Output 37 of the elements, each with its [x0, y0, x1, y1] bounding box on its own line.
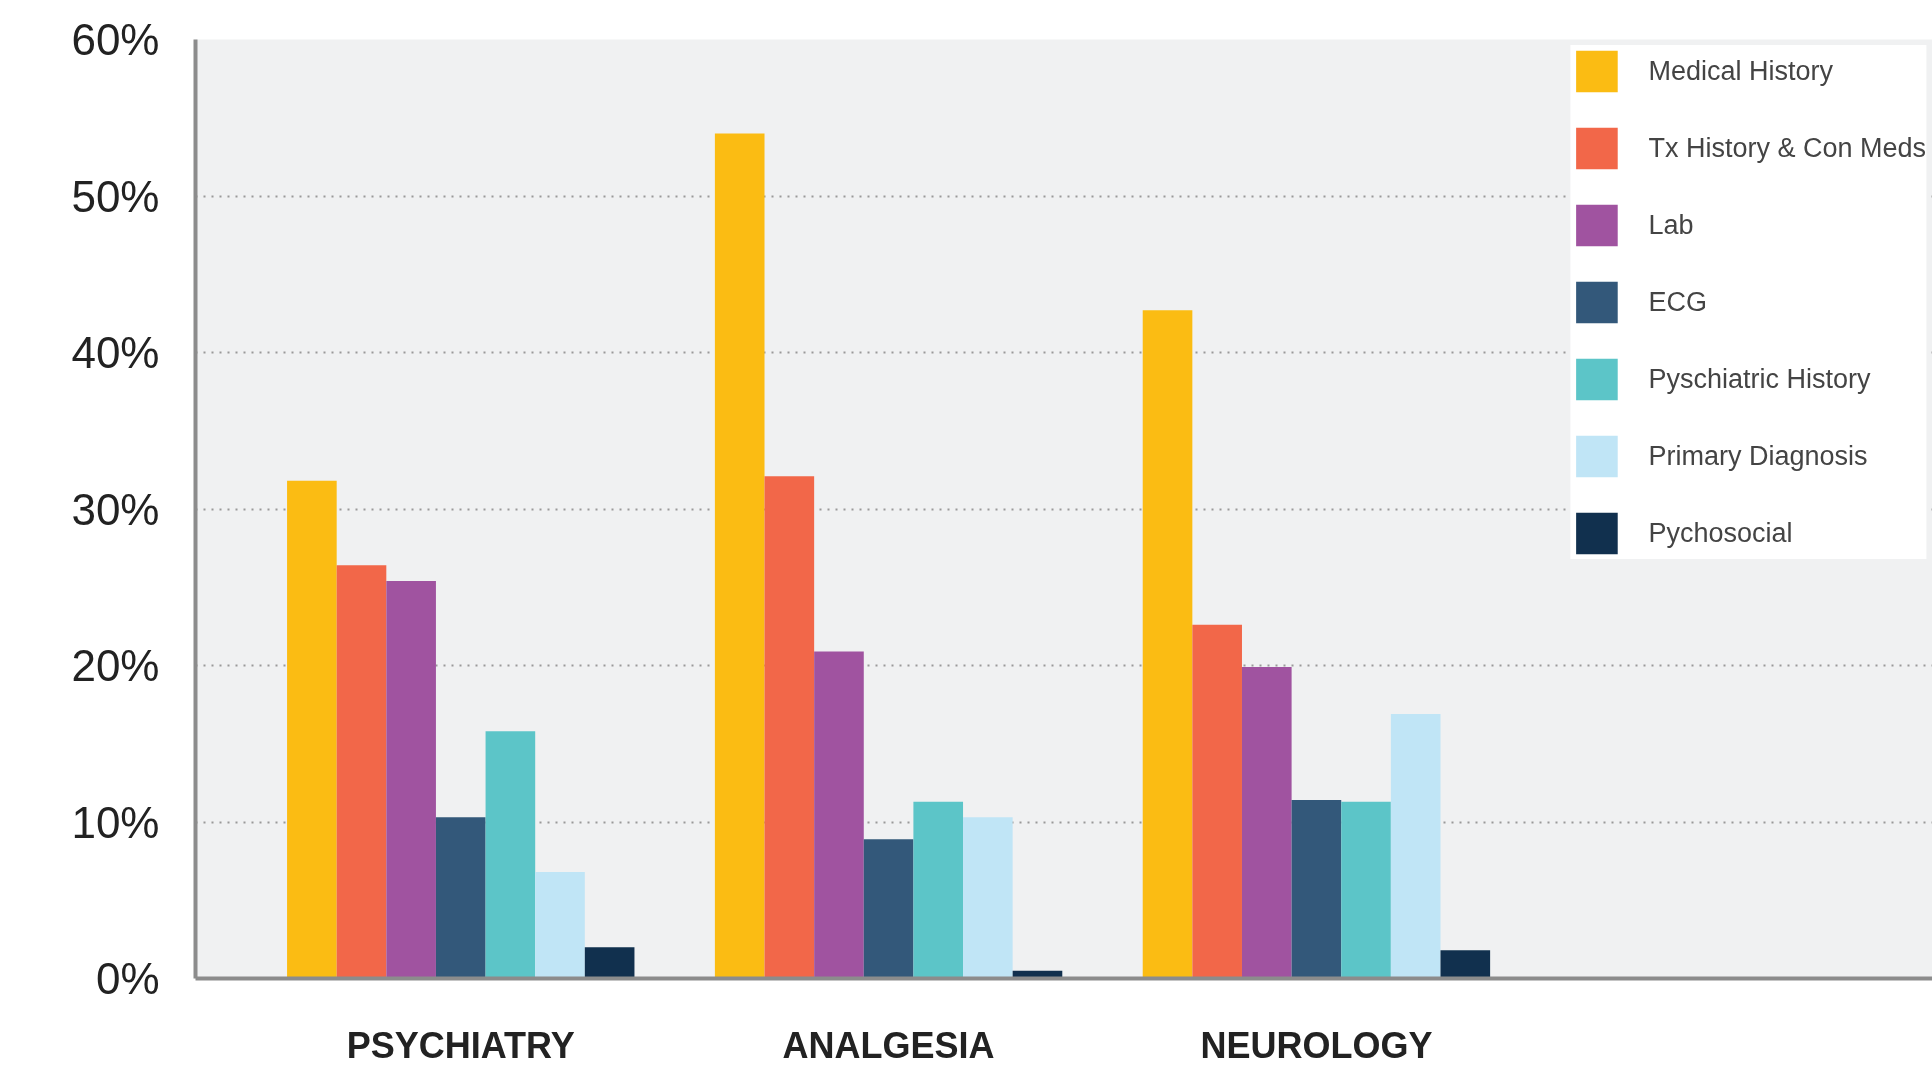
- bar: [1291, 800, 1342, 979]
- x-tick-label: NEUROLOGY: [1200, 1024, 1433, 1066]
- legend-label: Tx History & Con Meds: [1648, 132, 1926, 164]
- bar: [435, 817, 486, 979]
- bar: [584, 947, 635, 979]
- bar: [913, 801, 964, 979]
- bar: [485, 731, 536, 979]
- bar: [1241, 667, 1292, 979]
- bar: [287, 480, 337, 979]
- bar: [1142, 310, 1193, 979]
- x-tick-label: ANALGESIA: [782, 1024, 995, 1066]
- y-tick-label: 50%: [71, 171, 160, 221]
- legend-label: Pyschiatric History: [1648, 363, 1871, 395]
- legend-label: Lab: [1648, 209, 1694, 241]
- bar: [336, 565, 387, 979]
- y-tick-label: 30%: [71, 484, 160, 534]
- legend-label: ECG: [1648, 286, 1707, 318]
- legend-label: Primary Diagnosis: [1648, 440, 1868, 472]
- bar: [1341, 801, 1391, 979]
- legend-label: Medical History: [1648, 55, 1833, 87]
- y-tick-label: 0%: [95, 954, 160, 1003]
- x-tick-label: PSYCHIATRY: [346, 1024, 575, 1066]
- y-tick-label: 10%: [71, 797, 160, 847]
- bar: [714, 133, 765, 979]
- y-tick-label: 40%: [71, 328, 160, 377]
- bar: [764, 476, 815, 979]
- bar: [1440, 950, 1491, 979]
- y-tick-label: 20%: [71, 641, 160, 690]
- bar: [814, 651, 864, 979]
- bar: [535, 872, 585, 979]
- y-tick-label: 60%: [71, 15, 160, 64]
- bar: [386, 580, 436, 979]
- bar: [863, 839, 914, 979]
- bar: [1192, 624, 1242, 979]
- bar: [1390, 714, 1441, 979]
- bar: [963, 817, 1013, 979]
- legend-label: Pychosocial: [1648, 517, 1793, 549]
